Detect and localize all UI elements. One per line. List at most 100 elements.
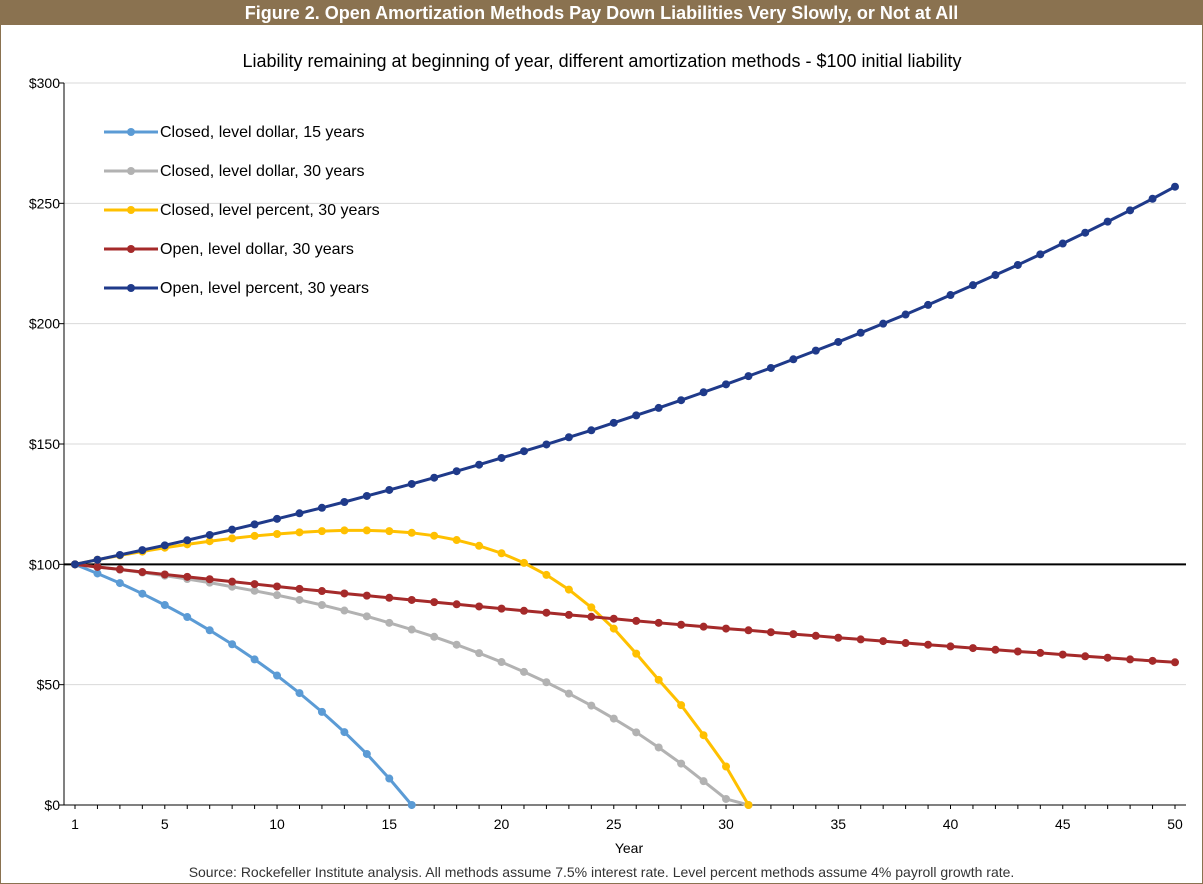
- data-point: [93, 562, 102, 571]
- x-tick-label: 35: [830, 816, 846, 832]
- y-tick-label: $200: [29, 316, 60, 332]
- legend-swatch-marker: [127, 128, 135, 136]
- data-point: [1081, 228, 1090, 237]
- data-point: [183, 572, 192, 581]
- data-point: [295, 509, 304, 518]
- data-point: [407, 528, 416, 537]
- legend-label: Open, level percent, 30 years: [160, 280, 369, 297]
- data-point: [632, 616, 641, 625]
- data-point: [362, 612, 371, 621]
- data-point: [138, 546, 147, 555]
- data-point: [968, 281, 977, 290]
- data-point: [205, 537, 214, 546]
- data-point: [430, 632, 439, 641]
- data-point: [340, 498, 349, 507]
- y-tick-label: $0: [44, 797, 60, 813]
- data-point: [789, 355, 798, 364]
- data-point: [879, 637, 888, 646]
- x-axis-label: Year: [615, 840, 644, 856]
- data-point: [1058, 239, 1067, 248]
- data-point: [430, 598, 439, 607]
- figure-title: Figure 2. Open Amortization Methods Pay …: [1, 1, 1202, 25]
- data-point: [542, 570, 551, 579]
- data-point: [475, 649, 484, 658]
- x-tick-label: 30: [718, 816, 734, 832]
- x-tick-label: 15: [381, 816, 397, 832]
- data-point: [250, 655, 259, 664]
- data-point: [609, 714, 618, 723]
- data-point: [654, 743, 663, 752]
- source-note: Source: Rockefeller Institute analysis. …: [188, 864, 1015, 880]
- data-point: [160, 601, 169, 610]
- series-2: [71, 526, 753, 809]
- legend-item: Open, level dollar, 30 years: [104, 241, 354, 258]
- series-line: [74, 562, 1176, 664]
- data-point: [138, 589, 147, 598]
- x-tick-label: 10: [269, 816, 285, 832]
- series-4: [71, 182, 1179, 569]
- data-point: [407, 625, 416, 634]
- series-layer: [71, 182, 1179, 809]
- data-point: [317, 707, 326, 716]
- data-point: [609, 418, 618, 427]
- data-point: [519, 558, 528, 567]
- data-point: [968, 644, 977, 653]
- data-point: [609, 614, 618, 623]
- data-point: [430, 531, 439, 540]
- data-point: [250, 520, 259, 529]
- legend-swatch-marker: [127, 245, 135, 253]
- data-point: [654, 618, 663, 627]
- data-point: [699, 777, 708, 786]
- data-point: [744, 626, 753, 635]
- data-point: [475, 602, 484, 611]
- data-point: [407, 801, 416, 809]
- data-point: [317, 503, 326, 512]
- data-point: [295, 584, 304, 593]
- data-point: [71, 560, 79, 569]
- data-point: [542, 440, 551, 449]
- data-point: [475, 460, 484, 469]
- data-point: [1103, 217, 1112, 226]
- data-point: [632, 649, 641, 658]
- data-point: [856, 635, 865, 644]
- data-point: [340, 589, 349, 598]
- legend-item: Closed, level dollar, 30 years: [104, 163, 365, 180]
- data-point: [1013, 260, 1022, 269]
- data-point: [677, 620, 686, 629]
- legend-swatch-marker: [127, 206, 135, 214]
- data-point: [160, 570, 169, 579]
- data-point: [93, 569, 102, 578]
- data-point: [138, 568, 147, 577]
- data-point: [1126, 655, 1135, 664]
- data-point: [385, 527, 394, 536]
- data-point: [385, 774, 394, 783]
- data-point: [519, 447, 528, 456]
- data-point: [93, 555, 102, 564]
- data-point: [519, 667, 528, 676]
- data-point: [677, 759, 686, 768]
- data-point: [766, 363, 775, 372]
- legend-label: Open, level dollar, 30 years: [160, 241, 354, 258]
- data-point: [183, 613, 192, 622]
- data-point: [834, 633, 843, 642]
- data-point: [362, 491, 371, 500]
- data-point: [587, 701, 596, 710]
- data-point: [385, 618, 394, 627]
- data-point: [1148, 656, 1157, 665]
- data-point: [340, 526, 349, 535]
- data-point: [677, 396, 686, 405]
- data-point: [632, 728, 641, 737]
- data-point: [924, 300, 933, 309]
- data-point: [452, 640, 461, 649]
- data-point: [744, 801, 753, 809]
- legend-label: Closed, level dollar, 15 years: [160, 124, 365, 141]
- data-point: [407, 479, 416, 488]
- data-point: [1171, 182, 1179, 191]
- data-point: [722, 762, 731, 771]
- data-point: [564, 689, 573, 698]
- data-point: [699, 388, 708, 397]
- data-point: [497, 549, 506, 558]
- legend-swatch-marker: [127, 167, 135, 175]
- data-point: [362, 591, 371, 600]
